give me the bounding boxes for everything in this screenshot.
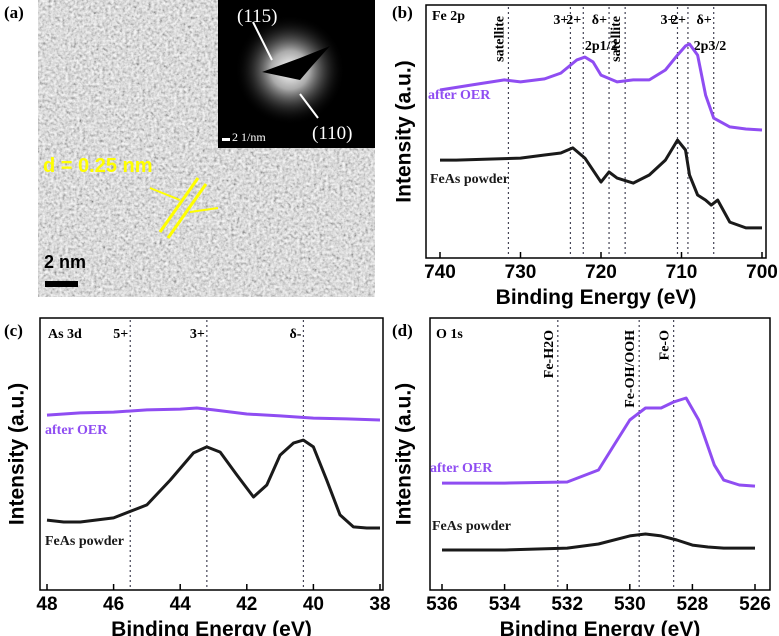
- x-tick-label: 38: [369, 594, 390, 615]
- y-axis-label: Intensity (a.u.): [393, 60, 416, 202]
- x-tick-label: 720: [585, 262, 617, 283]
- series-label: FeAs powder: [45, 534, 124, 549]
- series-label: after OER: [428, 88, 491, 103]
- annotation: 2 nm: [44, 252, 86, 272]
- reference-label: 2+: [671, 13, 686, 28]
- plot-frame: [429, 317, 771, 591]
- reference-label: δ-: [289, 327, 301, 342]
- panel-label: (c): [4, 321, 23, 340]
- reference-label: δ+: [696, 13, 711, 28]
- series-label: after OER: [430, 461, 493, 476]
- panel-subtitle: O 1s: [436, 327, 463, 342]
- series-label: after OER: [45, 423, 108, 438]
- arrow: [149, 187, 181, 201]
- panel-label: (a): [4, 3, 24, 22]
- annotation: (115): [237, 6, 277, 27]
- panel-label: (b): [392, 3, 413, 22]
- series-line: [46, 406, 381, 422]
- arrow: [189, 207, 219, 213]
- annotation: 2 1/nm: [232, 130, 266, 144]
- series-line: [439, 42, 763, 132]
- x-tick-label: 40: [303, 594, 324, 615]
- y-axis-label: Intensity (a.u.): [393, 383, 416, 525]
- x-tick-label: 530: [614, 594, 646, 615]
- x-tick-label: 536: [426, 594, 458, 615]
- series-line: [46, 438, 380, 530]
- lattice-line: [166, 183, 208, 239]
- panel-label: (d): [392, 321, 413, 340]
- reference-label: δ+: [592, 13, 607, 28]
- x-tick-label: 44: [170, 594, 192, 615]
- series-line: [442, 396, 756, 488]
- reference-label: 2+: [566, 13, 581, 28]
- x-tick-label: 528: [677, 594, 709, 615]
- x-tick-label: 42: [236, 594, 257, 615]
- reference-label: 3+: [553, 13, 568, 28]
- series-line: [442, 532, 755, 552]
- y-axis-label: Intensity (a.u.): [6, 383, 29, 525]
- x-axis-label: Binding Energy (eV): [500, 618, 701, 636]
- lattice-line: [158, 177, 200, 233]
- beam-stop: [262, 46, 330, 80]
- reference-label: 5+: [113, 327, 128, 342]
- reference-label: satellite: [609, 16, 624, 62]
- reference-label: satellite: [492, 16, 507, 62]
- x-tick-label: 526: [739, 594, 771, 615]
- x-tick-label: 534: [489, 594, 521, 615]
- x-tick-label: 46: [103, 594, 124, 615]
- annotation: d = 0.25 nm: [43, 155, 153, 177]
- reference-label: Fe-O: [658, 330, 673, 360]
- scale-bar: [222, 138, 230, 141]
- panel-subtitle: As 3d: [48, 327, 82, 342]
- x-tick-label: 700: [746, 262, 778, 283]
- panel-subtitle: Fe 2p: [432, 9, 465, 24]
- x-tick-label: 532: [551, 594, 583, 615]
- x-tick-label: 740: [424, 262, 456, 283]
- reference-label: Fe-OH/OOH: [623, 330, 638, 408]
- peak-label: 2p3/2: [694, 39, 727, 54]
- arrow: [299, 93, 319, 119]
- reference-label: 3+: [660, 13, 675, 28]
- x-tick-label: 730: [505, 262, 537, 283]
- x-axis-label: Binding Energy (eV): [496, 286, 697, 309]
- x-axis-label: Binding Energy (eV): [111, 618, 312, 636]
- arrow: [252, 21, 273, 61]
- x-tick-label: 710: [666, 262, 698, 283]
- series-line: [440, 138, 762, 230]
- series-label: FeAs powder: [430, 172, 509, 187]
- x-tick-label: 48: [36, 594, 57, 615]
- peak-label: 2p1/2: [585, 39, 618, 54]
- reference-label: Fe-H2O: [542, 330, 557, 378]
- tem-panel: (a) (115) (110) 2 1/nm d = 0.25 nm 2 nm: [4, 0, 375, 297]
- scale-bar: [45, 281, 78, 287]
- series-label: FeAs powder: [432, 519, 511, 534]
- plot-frame: [39, 317, 384, 591]
- plot-frame: [425, 4, 767, 259]
- annotation: (110): [312, 123, 352, 144]
- reference-label: 3+: [190, 327, 205, 342]
